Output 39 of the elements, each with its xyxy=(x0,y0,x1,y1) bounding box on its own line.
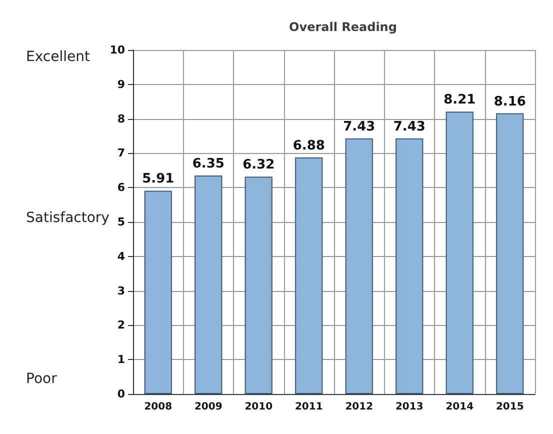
data-label: 6.35 xyxy=(192,156,224,172)
data-label: 6.32 xyxy=(242,158,275,173)
bar xyxy=(244,176,272,394)
chart-title: Overall Reading xyxy=(289,20,397,34)
text: Satisfactory xyxy=(26,210,110,226)
data-label: 8.21 xyxy=(444,92,476,108)
y-tick-label: 10 xyxy=(110,44,126,56)
y-tick-label: 5 xyxy=(117,216,125,228)
data-label: 7.43 xyxy=(343,119,376,134)
y-tick-label: 7 xyxy=(117,146,125,160)
x-tick-label: 2014 xyxy=(446,402,474,412)
y-tick-label: 3 xyxy=(117,284,125,298)
x-tick-label: 2008 xyxy=(144,402,172,412)
bar xyxy=(194,176,222,394)
bar xyxy=(295,157,323,394)
y-tick-label: 4 xyxy=(117,250,126,263)
data-label: 5.91 xyxy=(142,172,174,187)
bar xyxy=(396,138,424,394)
bar xyxy=(446,112,474,394)
data-label: 6.88 xyxy=(292,138,325,154)
text: Poor xyxy=(26,371,58,387)
x-tick-label: 2013 xyxy=(395,402,424,412)
bar xyxy=(144,190,172,394)
text: Excellent xyxy=(26,49,90,65)
y-tick-label: 0 xyxy=(117,388,126,400)
y-tick-label: 1 xyxy=(117,353,125,366)
y-tick-label: 9 xyxy=(117,78,125,91)
x-tick-label: 2012 xyxy=(345,402,374,412)
y-tick-label: 2 xyxy=(117,318,125,332)
x-tick-label: 2011 xyxy=(294,402,323,412)
y-tick-label: 8 xyxy=(117,112,125,126)
bar xyxy=(496,113,524,394)
x-tick-label: 2009 xyxy=(194,402,222,412)
x-tick-label: 2010 xyxy=(244,402,273,412)
y-tick-label: 6 xyxy=(117,181,126,194)
x-tick-label: 2015 xyxy=(496,402,524,412)
bar xyxy=(345,138,373,394)
data-label: 7.43 xyxy=(393,119,426,134)
data-label: 8.16 xyxy=(494,94,526,110)
